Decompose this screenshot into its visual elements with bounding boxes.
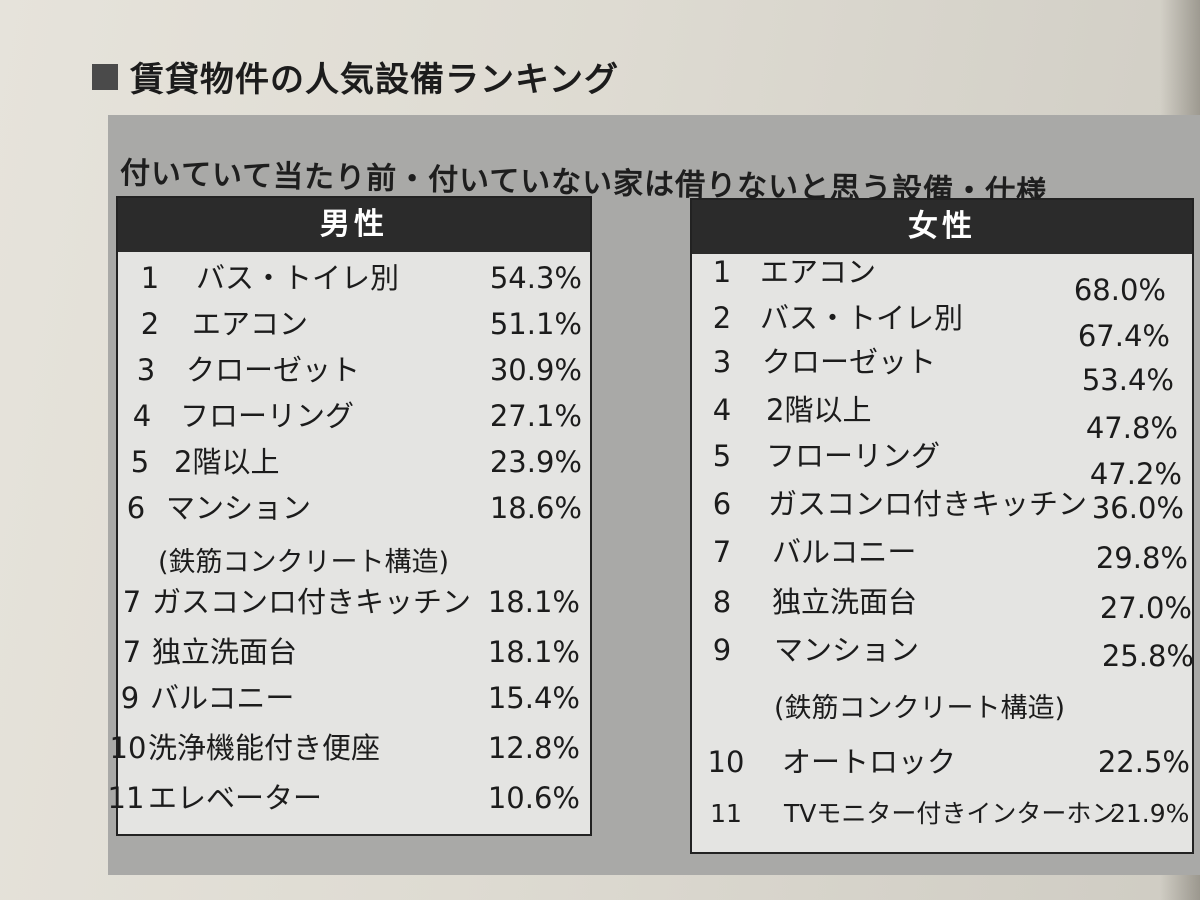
item-name: 独立洗面台 [772,585,918,619]
rank-number: 3 [712,345,732,379]
item-percentage: 21.9% [1110,799,1188,828]
item-name: 洗浄機能付き便座 [148,731,381,765]
item-percentage: 29.8% [1095,541,1188,575]
item-name: バス・トイレ別 [196,261,400,295]
item-percentage: 47.8% [1085,411,1178,445]
item-percentage: 18.6% [489,491,582,525]
female-ranking-box: 女性 1 エアコン 68.0% 2 バス・トイレ別 67.4% 3 クローゼット… [690,198,1194,854]
page-heading: 賃貸物件の人気設備ランキング [92,52,619,101]
item-percentage: 23.9% [489,445,582,479]
item-name: ガスコンロ付きキッチン [152,585,472,619]
item-name: ガスコンロ付きキッチン [768,487,1088,521]
rank-number: 3 [136,353,156,387]
item-name: 独立洗面台 [152,635,298,669]
rank-number: 2 [712,301,732,335]
item-percentage: 25.8% [1101,639,1194,673]
item-name: クローゼット [762,345,937,379]
item-name: エアコン [192,307,309,341]
item-name: フローリング [180,399,355,433]
rank-number: 5 [712,439,732,473]
rank-number: 5 [130,445,150,479]
item-percentage: 10.6% [487,781,580,815]
item-name: バルコニー [150,681,295,715]
item-name: 2階以上 [766,393,872,427]
item-percentage: 30.9% [489,353,582,387]
item-name: 2階以上 [174,445,280,479]
rank-number: 7 [122,585,142,619]
item-percentage: 36.0% [1091,491,1184,525]
heading-text: 賃貸物件の人気設備ランキング [130,60,619,100]
item-percentage: 18.1% [487,635,580,669]
rank-number: 4 [132,399,152,433]
item-percentage: 68.0% [1073,273,1166,307]
male-header: 男性 [118,198,590,252]
rank-number: 10 [707,745,745,779]
rank-number: 9 [712,633,732,667]
rank-number: 11 [107,781,145,815]
female-header: 女性 [692,200,1192,254]
rank-number: 6 [126,491,146,525]
rank-number: 9 [120,681,140,715]
item-percentage: 47.2% [1089,457,1182,491]
item-percentage: 54.3% [489,261,582,295]
male-ranking-box: 男性 1 バス・トイレ別 54.3% 2 エアコン 51.1% 3 クローゼット… [108,196,592,836]
rank-number: 10 [109,731,147,765]
rank-number: 4 [712,393,732,427]
rank-number: 11 [710,799,742,828]
item-name: オートロック [782,745,957,779]
item-percentage: 67.4% [1077,319,1170,353]
rank-number: 7 [122,635,142,669]
rank-number: 2 [140,307,160,341]
item-percentage: 53.4% [1081,363,1174,397]
item-name: クローゼット [186,353,361,387]
item-name: TVモニター付きインターホン [784,799,1117,828]
item-percentage: 15.4% [487,681,580,715]
rank-number: 1 [140,261,160,295]
rank-number: 1 [712,255,732,289]
rank-number: 8 [712,585,732,619]
item-name: エレベーター [148,781,323,815]
item-percentage: 22.5% [1097,745,1190,779]
item-name: フローリング [766,439,941,473]
item-name: バス・トイレ別 [760,301,964,335]
item-percentage: 12.8% [487,731,580,765]
item-name: バルコニー [772,535,917,569]
item-name: マンション [774,633,920,667]
square-bullet-icon [92,63,118,90]
rank-number: 6 [712,487,732,521]
item-percentage: 27.0% [1099,591,1192,625]
item-percentage: 27.1% [489,399,582,433]
item-name: エアコン [760,255,877,289]
item-percentage: 18.1% [487,585,580,619]
item-percentage: 51.1% [489,307,582,341]
structure-note: (鉄筋コンクリート構造) [158,547,450,578]
rank-number: 7 [712,535,732,569]
item-name: マンション [166,491,312,525]
structure-note: (鉄筋コンクリート構造) [774,693,1066,724]
